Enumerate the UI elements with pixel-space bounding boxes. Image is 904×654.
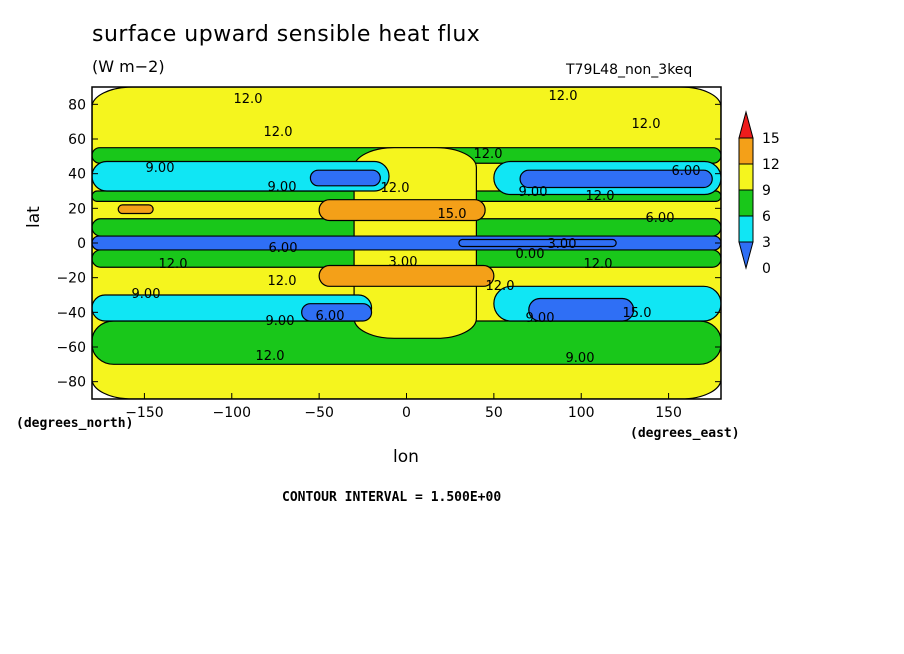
contour-labels: 12.0 12.0 12.0 12.0 12.0 12.0 12.0 12.0 12.0 12.0… xyxy=(132,89,701,366)
x-tick-label: 50 xyxy=(485,405,503,421)
contour-label: 12.0 xyxy=(381,181,410,196)
colorbar-segment xyxy=(738,189,754,217)
contour-region-0 xyxy=(92,87,721,399)
contour-label: 12.0 xyxy=(474,147,503,162)
contour-region-15 xyxy=(117,204,154,215)
contour-label: 12.0 xyxy=(586,189,615,204)
contour-label: 9.00 xyxy=(526,311,555,326)
contour-region-7 xyxy=(92,294,373,322)
y-axis-label: lat xyxy=(24,206,44,228)
contour-label: 12.0 xyxy=(584,257,613,272)
contour-region-3 xyxy=(92,218,721,237)
run-label: T79L48_non_3keq xyxy=(566,62,693,78)
contour-region-12 xyxy=(528,297,635,322)
contour-label: 6.00 xyxy=(269,241,298,256)
contour-region-8 xyxy=(493,285,721,322)
colorbar-segment xyxy=(738,215,754,243)
colorbar-max-arrow xyxy=(738,110,754,139)
contour-label: 3.00 xyxy=(548,237,577,252)
contour-label: 6.00 xyxy=(672,164,701,179)
contour-label: 9.00 xyxy=(132,287,161,302)
x-axis-label: lon xyxy=(393,447,419,467)
contour-label: 12.0 xyxy=(256,349,285,364)
contour-label: 15.0 xyxy=(438,207,467,222)
contour-label: 6.00 xyxy=(646,211,675,226)
colorbar-segment xyxy=(738,137,754,165)
heatmap-field xyxy=(92,87,721,399)
y-tick-label: −80 xyxy=(56,375,86,391)
contour-label: 15.0 xyxy=(623,306,652,321)
x-tick-label: 150 xyxy=(655,405,682,421)
contour-label: 9.00 xyxy=(266,314,295,329)
colorbar: 0 3 6 9 12 15 xyxy=(738,110,780,277)
contour-label: 9.00 xyxy=(566,351,595,366)
contour-region-18 xyxy=(92,235,721,251)
contour-label: 12.0 xyxy=(549,89,578,104)
colorbar-min-arrow xyxy=(738,241,754,270)
contour-region-11 xyxy=(301,303,373,322)
contour-label: 9.00 xyxy=(146,161,175,176)
contour-label: 12.0 xyxy=(264,125,293,140)
contour-label: 3.00 xyxy=(389,255,418,270)
y-tick-label: −20 xyxy=(56,271,86,287)
contour-region-5 xyxy=(92,147,721,164)
colorbar-segment xyxy=(738,163,754,191)
x-tick-label: −100 xyxy=(213,405,251,421)
x-tick-label: 100 xyxy=(568,405,595,421)
x-tick-label: 0 xyxy=(402,405,411,421)
x-tick-label: −50 xyxy=(304,405,334,421)
contour-interval-note: CONTOUR INTERVAL = 1.500E+00 xyxy=(282,490,502,505)
colorbar-label: 0 xyxy=(762,261,771,277)
contour-region-1 xyxy=(92,320,721,365)
colorbar-label: 15 xyxy=(762,131,780,147)
x-axis-units: (degrees_east) xyxy=(630,426,740,441)
y-tick-label: 20 xyxy=(68,201,86,217)
contour-label: 0.00 xyxy=(516,247,545,262)
contour-region-19 xyxy=(458,238,617,248)
contour-label: 12.0 xyxy=(268,274,297,289)
y-tick-label: −60 xyxy=(56,340,86,356)
contour-region-13 xyxy=(309,169,381,187)
y-axis-units: (degrees_north) xyxy=(16,416,134,431)
colorbar-label: 6 xyxy=(762,209,771,225)
y-tick-label: 60 xyxy=(68,132,86,148)
y-tick-label: 40 xyxy=(68,167,86,183)
colorbar-label: 12 xyxy=(762,157,780,173)
contour-region-6 xyxy=(353,147,477,339)
contour-label: 12.0 xyxy=(159,257,188,272)
chart-units: (W m−2) xyxy=(92,57,165,76)
contour-label: 9.00 xyxy=(519,185,548,200)
contour-region-16 xyxy=(318,199,486,222)
contour-label: 6.00 xyxy=(316,309,345,324)
contour-label: 12.0 xyxy=(632,117,661,132)
axes: −150 −100 −50 0 50 100 150806040200−20−40−60−8… xyxy=(56,97,721,421)
y-tick-label: 80 xyxy=(68,97,86,113)
contour-label: 12.0 xyxy=(234,92,263,107)
chart-title: surface upward sensible heat flux xyxy=(92,22,481,47)
contour-label: 12.0 xyxy=(486,279,515,294)
plot-frame xyxy=(91,86,722,400)
contour-region-14 xyxy=(519,169,713,189)
colorbar-label: 9 xyxy=(762,183,771,199)
contour-region-9 xyxy=(92,160,390,192)
contour-region-17 xyxy=(318,264,495,287)
contour-region-10 xyxy=(493,160,721,196)
y-tick-label: −40 xyxy=(56,305,86,321)
y-tick-label: 0 xyxy=(77,236,86,252)
colorbar-label: 3 xyxy=(762,235,771,251)
contour-region-4 xyxy=(92,190,721,202)
contour-region-2 xyxy=(92,249,721,268)
contour-label: 9.00 xyxy=(268,180,297,195)
